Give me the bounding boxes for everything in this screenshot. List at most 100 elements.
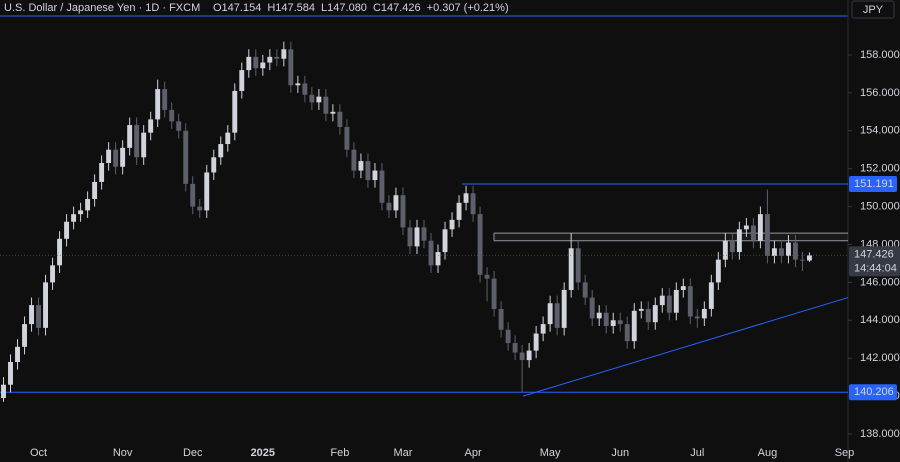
candle-body [323,96,329,114]
candle-body [582,282,588,298]
price-label-box [849,246,900,277]
candle-body [442,229,448,253]
candle-body [393,195,399,211]
candle-body [610,320,616,326]
legend-value: +0.307 (+0.21%) [427,2,509,14]
candle-body [456,202,462,220]
candle-body [771,248,777,256]
candle-body [498,308,504,330]
candle-body [218,144,224,158]
candle-body [211,157,217,173]
candle-body [400,195,406,228]
candle-body [57,238,63,266]
candle-body [36,305,41,328]
candle-body [155,89,161,120]
candle-body [519,352,525,361]
candle-body [253,56,259,69]
candle-body [372,170,378,181]
candle-body [743,225,749,230]
x-tick-label: Dec [183,447,203,459]
x-tick-label: Feb [330,447,349,459]
candle-body [134,125,140,158]
candle-body [449,219,455,230]
candle-body [561,289,567,328]
candle-body [575,248,581,283]
candle-body [232,90,238,133]
candle-body [148,119,154,133]
candle-body [162,89,168,110]
currency-label[interactable]: JPY [863,4,884,16]
chart-title: U.S. Dollar / Japanese Yen · 1D · FXCM [4,2,200,14]
candle-body [176,121,182,131]
candle-body [533,333,539,351]
candle-body [652,305,658,323]
candle-body [638,308,644,311]
candle-body [204,172,210,211]
candle-body [274,56,280,59]
x-tick-label: May [540,447,561,459]
candle-body [491,278,497,309]
candle-body [386,202,392,211]
candle-body [659,295,665,306]
candle-body [50,265,56,283]
candle-body [239,70,245,91]
candle-body [358,161,364,171]
candle-body [617,320,623,325]
candle-body [708,282,714,309]
candle-body [554,303,560,328]
candle-body [715,259,721,283]
y-tick-label: 146.000 [860,276,900,288]
candle-body [680,286,686,290]
candle-body [807,255,812,261]
candle-body [407,227,413,247]
y-tick-label: 156.000 [860,87,900,99]
legend-value: C147.426 [373,2,421,14]
candle-body [8,361,13,385]
candle-body [351,149,357,171]
x-tick-label: Oct [30,447,47,459]
level-label-box [849,176,897,193]
candle-body [414,227,420,247]
candle-body [302,83,308,95]
candle-body [470,193,476,215]
countdown-label: 14:44:04 [854,262,897,274]
candle-body [778,248,784,256]
candle-body [568,248,574,290]
candle-body [43,282,49,328]
level-label: 151.191 [854,178,894,190]
y-tick-label: 154.000 [860,125,900,137]
currency-box[interactable] [851,0,895,19]
candle-body [540,324,546,334]
candle-body [1,384,6,398]
legend-value: L147.080 [321,2,367,14]
candle-body [631,310,637,342]
candle-body [687,286,693,317]
candle-body [316,96,322,103]
x-tick-label: 2025 [251,447,275,459]
y-tick-label: 158.000 [860,49,900,61]
candle-body [463,193,469,203]
candle-body [337,111,343,127]
y-tick-label: 138.000 [860,428,900,440]
candle-body [64,221,70,239]
candle-body [736,229,742,253]
x-tick-label: Aug [758,447,778,459]
level-label: 140.206 [854,386,894,398]
candle-body [246,56,252,71]
candle-body [512,343,518,353]
candle-body [92,181,98,199]
candle-body [169,109,175,122]
candle-body [526,350,532,361]
legend-value: O147.154 [213,2,261,14]
candle-body [197,206,203,211]
candle-body [645,308,651,323]
x-tick-label: Sep [835,447,855,459]
x-tick-label: Jun [611,447,629,459]
candle-body [106,149,112,163]
candle-body [190,183,196,207]
candle-body [792,242,798,260]
candle-body [505,329,511,344]
candle-body [120,147,126,167]
candle-body [624,324,630,342]
